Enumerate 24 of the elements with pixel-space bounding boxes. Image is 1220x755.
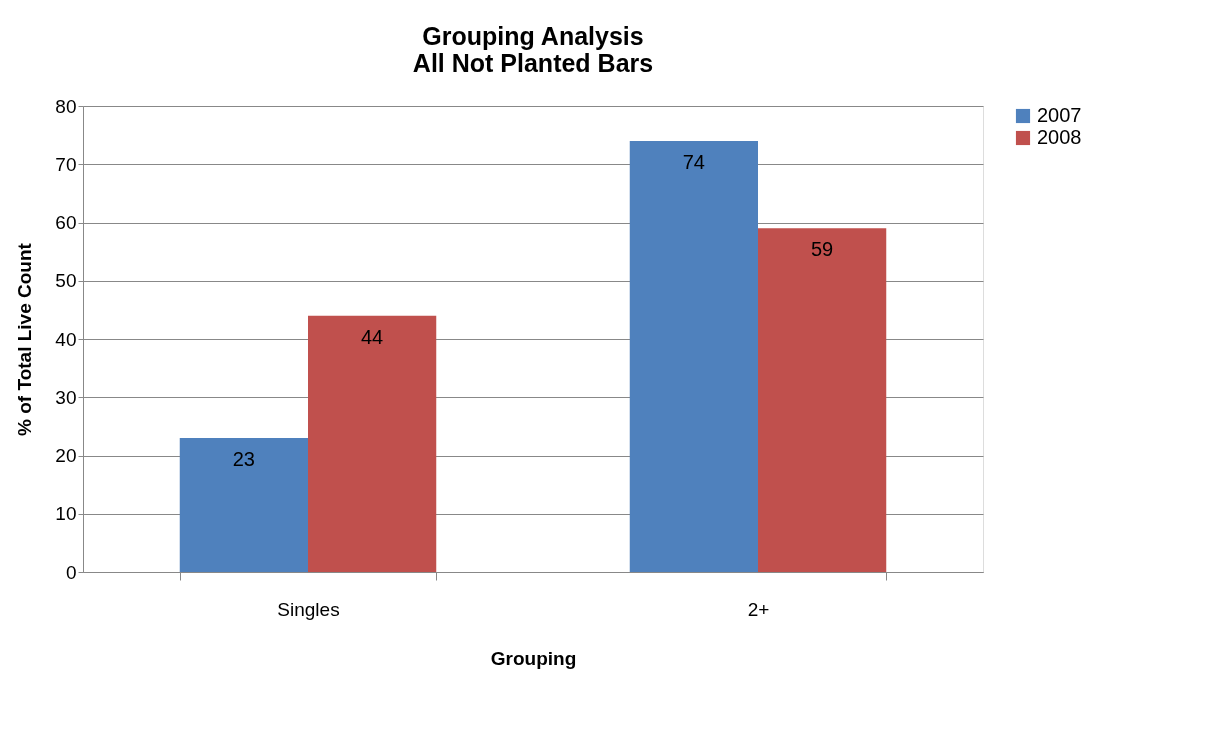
y-tick-label: 0: [65, 561, 77, 583]
y-tick-label: 30: [55, 386, 77, 408]
x-axis-title: Grouping: [490, 647, 577, 669]
y-axis-title: % of Total Live Count: [14, 242, 36, 436]
legend-label: 2008: [1037, 126, 1082, 148]
bar: [308, 315, 437, 572]
data-label: 23: [232, 448, 255, 471]
y-tick-label: 10: [55, 503, 77, 525]
bar: [179, 438, 308, 572]
data-label: 44: [361, 325, 384, 348]
y-tick-label: 20: [55, 445, 77, 466]
x-tick-label: 2+: [747, 598, 770, 620]
chart-title: Grouping Analysis All Not Planted Bars: [412, 22, 654, 77]
y-tick-label: 40: [55, 328, 77, 350]
y-tick-label: 80: [55, 95, 77, 117]
bar: [629, 140, 758, 572]
y-tick-label: 70: [55, 153, 77, 175]
x-tick-label: Singles: [277, 598, 340, 620]
data-label: 59: [811, 238, 834, 261]
bar: [758, 228, 887, 572]
y-tick-label: 60: [55, 212, 77, 233]
y-tick-label: 50: [55, 270, 77, 292]
legend-label: 2007: [1037, 104, 1082, 126]
data-label: 74: [682, 150, 705, 173]
